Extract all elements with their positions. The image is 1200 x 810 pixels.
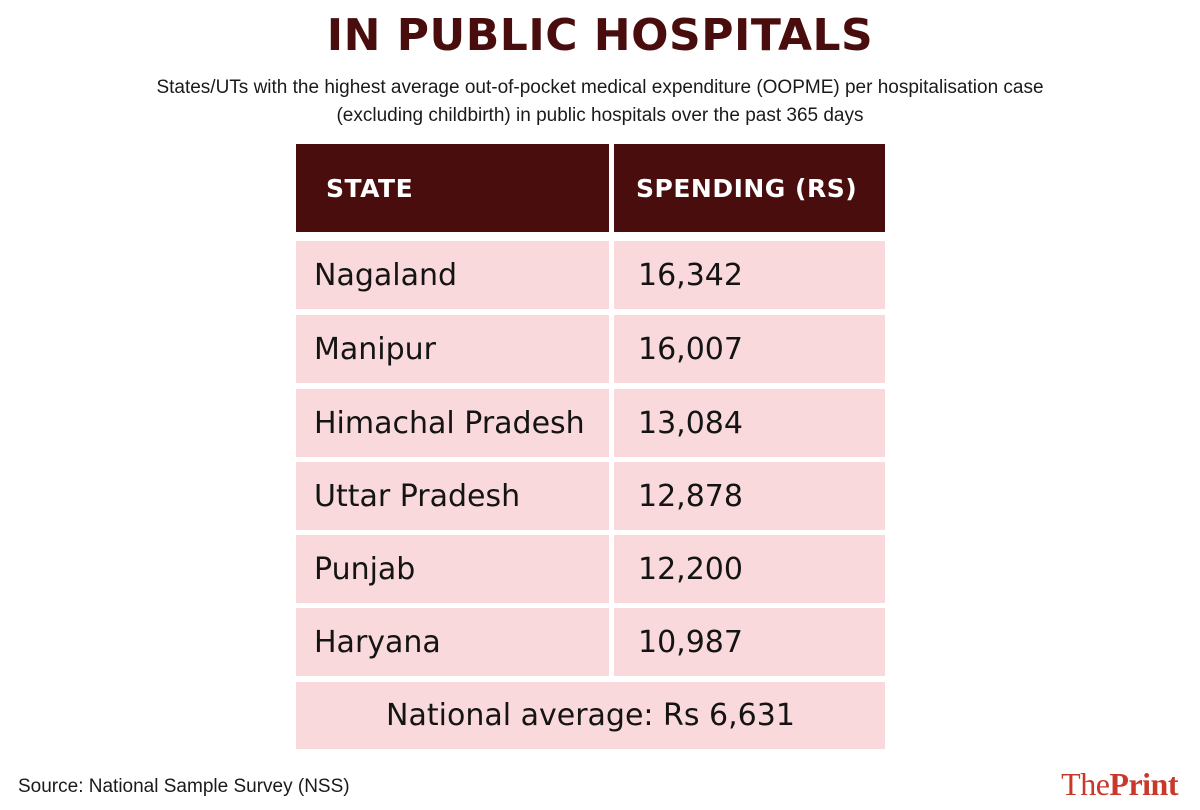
table-row-spending: 13,084: [614, 389, 885, 457]
table-row-state: Punjab: [296, 535, 609, 603]
chart-title: IN PUBLIC HOSPITALS: [326, 10, 874, 61]
table-row-state: Manipur: [296, 315, 609, 383]
column-header-spending: SPENDING (RS): [614, 144, 885, 232]
table-row-spending: 12,200: [614, 535, 885, 603]
logo-the: The: [1061, 766, 1110, 802]
national-average: National average: Rs 6,631: [296, 682, 885, 749]
table-row-state: Haryana: [296, 608, 609, 676]
source-note: Source: National Sample Survey (NSS): [18, 776, 350, 797]
chart-subtitle: States/UTs with the highest average out-…: [60, 74, 1140, 130]
theprint-logo: ThePrint: [1061, 766, 1178, 803]
table-row-state: Himachal Pradesh: [296, 389, 609, 457]
column-header-state: STATE: [296, 144, 609, 232]
subtitle-line-1: States/UTs with the highest average out-…: [156, 77, 1044, 98]
table-row-spending: 12,878: [614, 462, 885, 530]
subtitle-line-2: (excluding childbirth) in public hospita…: [336, 105, 864, 126]
table-row-spending: 10,987: [614, 608, 885, 676]
table-row-spending: 16,342: [614, 241, 885, 309]
table-row-spending: 16,007: [614, 315, 885, 383]
logo-print: Print: [1109, 766, 1178, 802]
table-row-state: Uttar Pradesh: [296, 462, 609, 530]
table-row-state: Nagaland: [296, 241, 609, 309]
